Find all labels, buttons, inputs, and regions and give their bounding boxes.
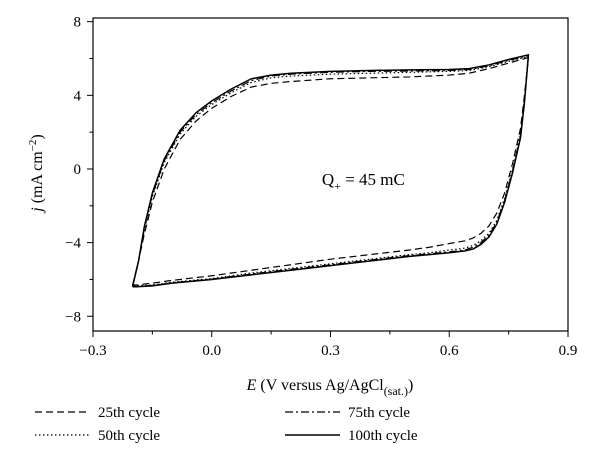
series-line-100th-cycle <box>131 54 530 288</box>
y-tick-label: −4 <box>65 236 81 252</box>
series-line-50th-cycle <box>131 56 530 287</box>
series-lines <box>131 54 530 288</box>
charge-annotation: Q+ = 45 mC <box>322 170 405 193</box>
y-tick-label: 4 <box>74 88 82 104</box>
x-axis-label: E (V versus Ag/AgCl(sat.)) <box>246 377 414 398</box>
x-tick-label: 0.3 <box>321 343 340 359</box>
series-line-75th-cycle <box>131 55 530 288</box>
x-tick-label: −0.3 <box>79 343 106 359</box>
legend-label: 100th cycle <box>348 428 418 444</box>
axis-ticks: −0.3 0.0 0.3 0.6 0.9 −8 −4 0 4 8 <box>65 15 577 359</box>
x-tick-label: 0.6 <box>440 343 459 359</box>
legend-label: 50th cycle <box>98 428 160 444</box>
y-axis-label: j (mA cm−2) <box>27 134 46 214</box>
x-tick-label: 0.9 <box>559 343 578 359</box>
y-tick-label: −8 <box>65 309 81 325</box>
y-tick-label: 0 <box>74 162 82 178</box>
legend-label: 25th cycle <box>98 405 160 421</box>
y-tick-label: 8 <box>74 15 82 31</box>
x-tick-label: 0.0 <box>202 343 221 359</box>
legend: 25th cycle 50th cycle 75th cycle 100th cycl… <box>35 405 418 444</box>
legend-label: 75th cycle <box>348 405 410 421</box>
